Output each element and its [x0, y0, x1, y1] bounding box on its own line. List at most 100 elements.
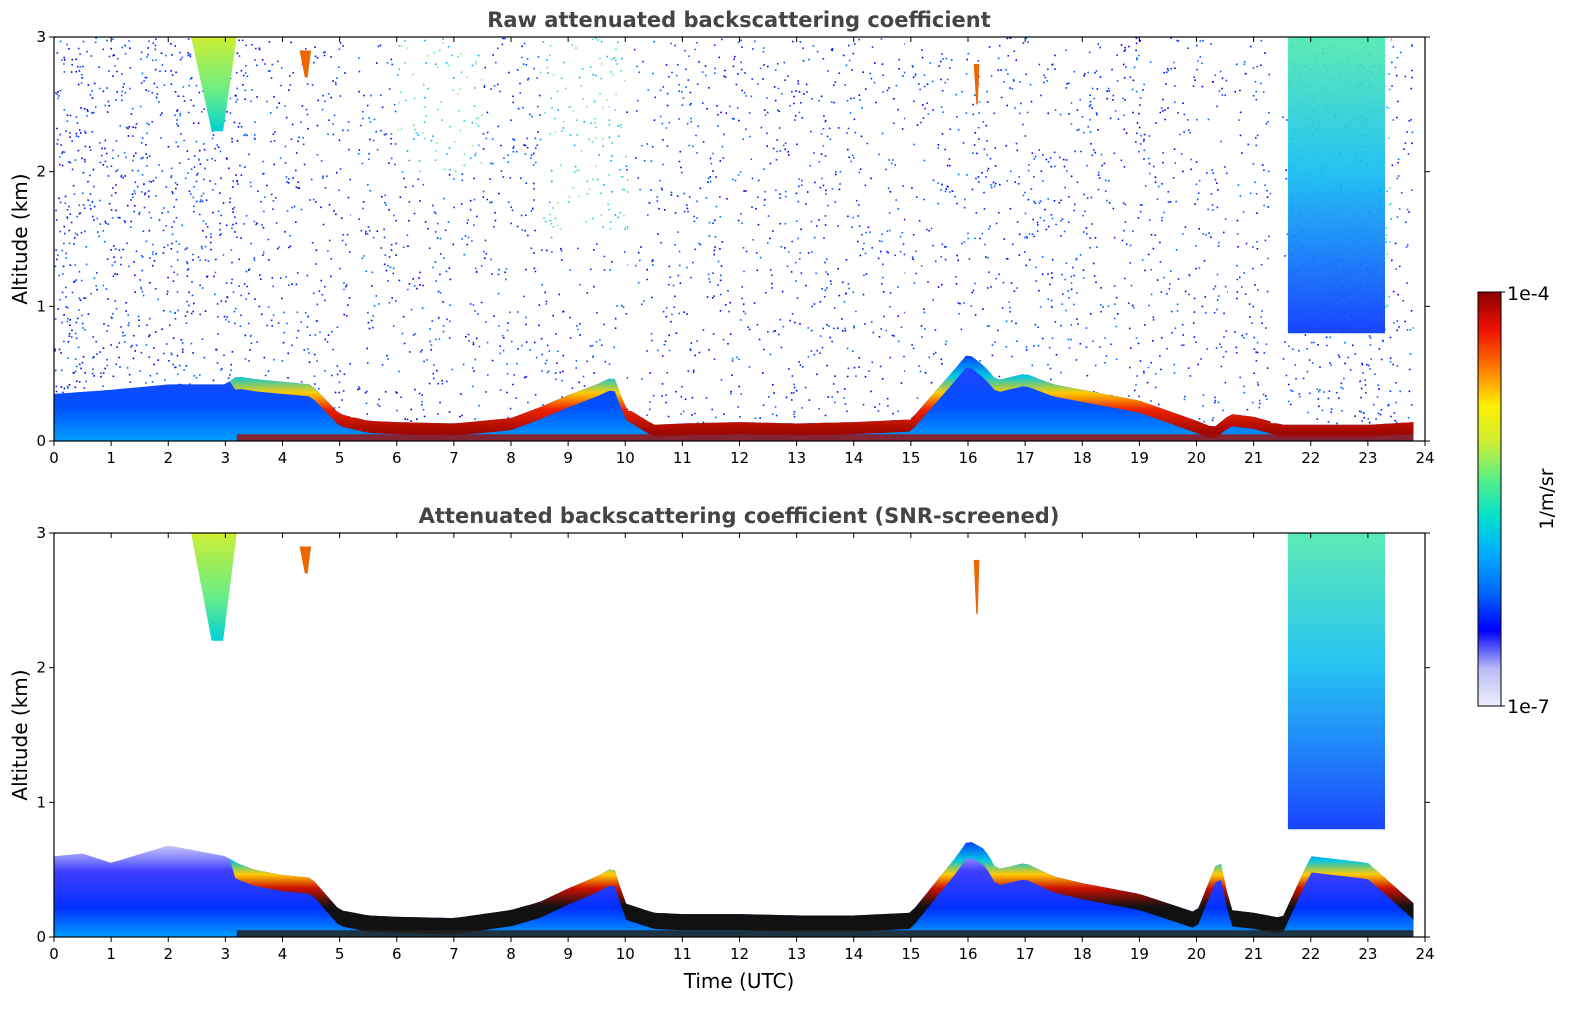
heatmap-content: [54, 37, 1425, 441]
x-tick-label: 22: [1301, 945, 1320, 963]
x-tick-label: 10: [616, 945, 635, 963]
x-tick-label: 21: [1244, 945, 1263, 963]
x-tick-label: 17: [1016, 449, 1035, 467]
y-tick-label: 2: [36, 163, 46, 181]
x-tick-label: 11: [673, 449, 692, 467]
no-data-gap: [628, 37, 634, 411]
cloud-feature: [191, 37, 237, 132]
x-tick-label: 24: [1415, 449, 1434, 467]
no-data-end: [1413, 533, 1425, 937]
aerosol-layer: [1287, 533, 1386, 830]
x-axis-label: Time (UTC): [683, 969, 795, 993]
mixing-layer: [54, 842, 1414, 937]
y-tick-label: 3: [36, 524, 46, 542]
x-axis: 0 1 2 3 4 5 6 7 8 9 10 11 12 13 14 15 16 17 18 19 20 21 22 23 24: [49, 37, 1435, 467]
y-tick-label: 1: [36, 297, 46, 315]
x-tick-label: 11: [673, 945, 692, 963]
y-tick-label: 2: [36, 659, 46, 677]
aerosol-layer: [1287, 37, 1386, 334]
colorbar: 1e-4 1e-7 1/m/sr: [1477, 283, 1558, 718]
boundary-layer-band: [54, 355, 1414, 439]
x-tick-label: 23: [1358, 449, 1377, 467]
x-tick-label: 12: [730, 945, 749, 963]
surface-band: [236, 930, 1414, 937]
x-tick-label: 9: [563, 449, 573, 467]
x-tick-label: 22: [1301, 449, 1320, 467]
plot-area: [54, 37, 1425, 441]
colorbar-min-label: 1e-7: [1507, 696, 1550, 718]
y-axis-label: Altitude (km): [8, 669, 32, 800]
x-tick-label: 8: [506, 449, 516, 467]
x-tick-label: 15: [901, 945, 920, 963]
x-tick-label: 18: [1073, 945, 1092, 963]
x-tick-label: 6: [392, 449, 402, 467]
x-tick-label: 23: [1358, 945, 1377, 963]
x-tick-label: 5: [335, 945, 345, 963]
y-tick-label: 1: [36, 793, 46, 811]
x-tick-label: 20: [1187, 449, 1206, 467]
y-axis-label: Altitude (km): [8, 173, 32, 304]
x-tick-label: 2: [163, 945, 173, 963]
y-tick-label: 0: [36, 432, 46, 450]
x-axis: 0 1 2 3 4 5 6 7 8 9 10 11 12 13 14 15 16 17 18 19 20 21 22 23 24: [49, 533, 1435, 963]
colorbar-unit-label: 1/m/sr: [1536, 468, 1558, 529]
x-tick-label: 0: [49, 449, 59, 467]
x-tick-label: 4: [278, 449, 288, 467]
no-data-gap: [351, 37, 357, 418]
cloud-feature: [973, 63, 980, 105]
x-tick-label: 3: [221, 945, 231, 963]
x-tick-label: 1: [106, 945, 116, 963]
x-tick-label: 7: [449, 449, 459, 467]
x-tick-label: 13: [787, 449, 806, 467]
boundary-layer-band: [54, 842, 1414, 935]
x-tick-label: 6: [392, 945, 402, 963]
raw-backscatter-panel: Raw attenuated backscattering coefficien…: [8, 8, 1435, 467]
x-tick-label: 14: [844, 449, 863, 467]
no-data-gap: [905, 37, 911, 420]
no-data-end: [1413, 37, 1425, 441]
x-tick-label: 13: [787, 945, 806, 963]
x-tick-label: 7: [449, 945, 459, 963]
x-tick-label: 19: [1130, 945, 1149, 963]
mixing-layer: [54, 355, 1414, 441]
x-tick-label: 15: [901, 449, 920, 467]
x-tick-label: 14: [844, 945, 863, 963]
y-axis: 0 1 2 3: [36, 524, 1430, 946]
x-tick-label: 17: [1016, 945, 1035, 963]
no-data-gap: [1270, 37, 1283, 424]
x-tick-label: 0: [49, 945, 59, 963]
x-tick-label: 1: [106, 449, 116, 467]
cloud-feature: [299, 50, 312, 78]
x-tick-label: 9: [563, 945, 573, 963]
x-tick-label: 2: [163, 449, 173, 467]
y-tick-label: 0: [36, 928, 46, 946]
x-tick-label: 21: [1244, 449, 1263, 467]
x-tick-label: 3: [221, 449, 231, 467]
cloud-feature: [299, 546, 312, 574]
x-tick-label: 5: [335, 449, 345, 467]
x-tick-label: 12: [730, 449, 749, 467]
y-tick-label: 3: [36, 28, 46, 46]
x-tick-label: 10: [616, 449, 635, 467]
x-tick-label: 19: [1130, 449, 1149, 467]
surface-band: [236, 434, 1414, 441]
heatmap-content: [54, 533, 1425, 937]
x-tick-label: 8: [506, 945, 516, 963]
colorbar-gradient: [1477, 291, 1502, 707]
panel-title: Raw attenuated backscattering coefficien…: [487, 8, 991, 32]
panel-title: Attenuated backscattering coefficient (S…: [419, 504, 1060, 528]
colorbar-max-label: 1e-4: [1507, 283, 1550, 305]
snr-screened-panel: Attenuated backscattering coefficient (S…: [8, 504, 1435, 993]
cloud-feature: [973, 559, 980, 614]
x-tick-label: 24: [1415, 945, 1434, 963]
x-tick-label: 20: [1187, 945, 1206, 963]
cloud-feature: [191, 533, 237, 641]
plot-area: [54, 533, 1425, 937]
x-tick-label: 16: [958, 449, 977, 467]
x-tick-label: 18: [1073, 449, 1092, 467]
no-data-gap: [1227, 37, 1234, 415]
y-axis: 0 1 2 3: [36, 28, 1430, 450]
x-tick-label: 4: [278, 945, 288, 963]
x-tick-label: 16: [958, 945, 977, 963]
